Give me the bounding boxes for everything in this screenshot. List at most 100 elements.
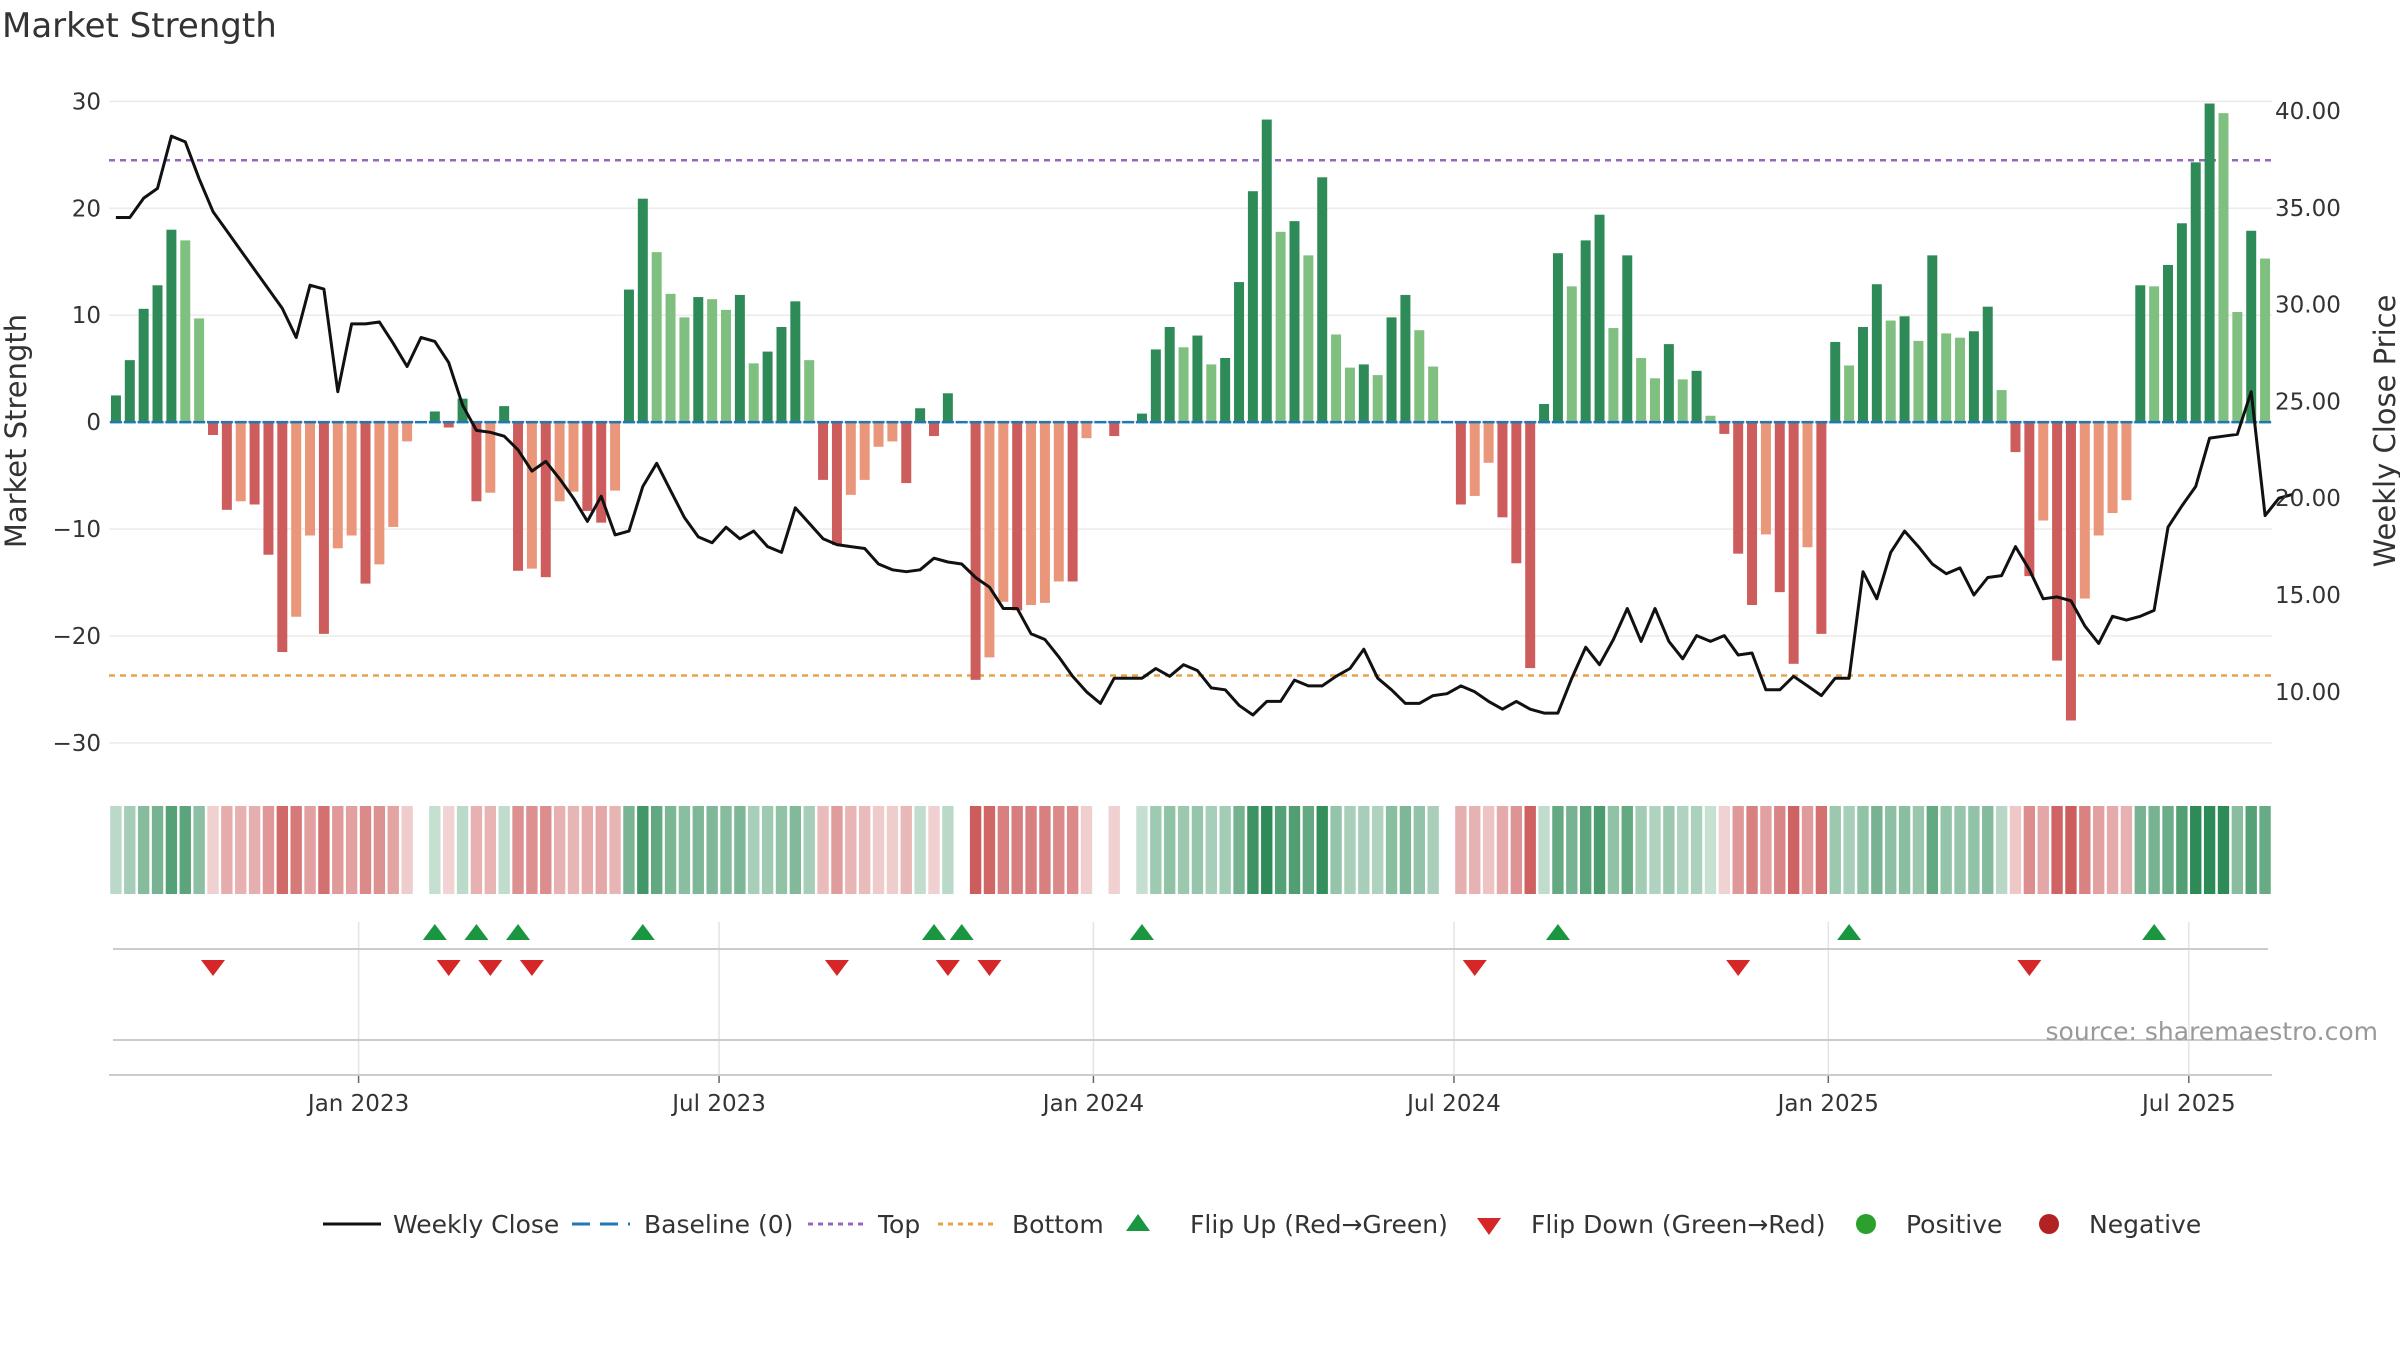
heat-cell [1774,806,1786,894]
strength-bar [1608,328,1619,423]
strength-bar [679,317,690,423]
strength-bar [221,422,232,510]
heat-cell [1219,806,1231,894]
strength-bar [374,422,385,565]
heat-cell [1274,806,1287,894]
strength-bar [1968,331,1979,423]
strength-bar [1955,337,1966,423]
strength-bar [1150,349,1161,423]
strength-bar [859,422,870,480]
heat-cell [373,806,386,894]
heat-cell [1815,806,1828,894]
strength-bar [1220,358,1231,423]
y-left-tick-label: −30 [52,731,101,757]
strength-bar [721,309,732,423]
legend-positive-icon [1856,1214,1876,1234]
legend-positive: Positive [1906,1210,2002,1239]
heat-cell [1025,806,1037,894]
strength-bar [1331,334,1342,423]
heat-cell [1385,806,1398,894]
strength-bar [693,297,704,423]
heat-cell [359,806,372,894]
y-left-tick-label: −20 [52,624,101,650]
strength-bar [1774,422,1785,593]
heat-cell [1801,806,1814,894]
strength-bar [1289,221,1300,423]
strength-bar [873,422,884,447]
strength-bar [1303,255,1314,423]
legend-flip-up: Flip Up (Red→Green) [1190,1210,1448,1239]
strength-bar [1511,422,1522,564]
strength-bar [2093,422,2104,536]
heat-cell [2245,806,2257,894]
heat-cell [1150,806,1162,894]
strength-bar [1386,317,1397,423]
heat-cell [1746,806,1758,894]
strength-bar [207,422,218,435]
strength-bar [2107,422,2118,514]
heat-cell [1677,806,1689,894]
heat-cell [1413,806,1425,894]
heat-cell [1704,806,1717,894]
strength-bar [1996,390,2007,423]
heat-cell [1177,806,1190,894]
strength-bar [2232,312,2243,423]
x-tick-label: Jan 2023 [306,1091,409,1117]
legend: Weekly Close Baseline (0) Top Bottom Fli… [323,1210,2201,1239]
strength-bar [499,406,510,423]
heat-cell [2176,806,2188,894]
strength-bar [915,408,926,423]
heat-cell [2023,806,2036,894]
strength-bar [845,422,856,495]
strength-bar [1871,284,1882,423]
heat-cell [1538,806,1550,894]
heat-cell [761,806,774,894]
heat-cell [1399,806,1412,894]
strength-bar [762,351,773,423]
heat-cell [1635,806,1647,894]
heat-cell [1787,806,1800,894]
strength-bars [110,103,2271,721]
strength-bar [471,422,482,502]
strength-bar [790,301,801,423]
heat-cell [1164,806,1176,894]
heat-cell [623,806,635,894]
heat-cell [1039,806,1051,894]
heat-cell [928,806,940,894]
strength-bar [970,422,981,680]
strength-bar [2038,422,2049,521]
strength-bar [1649,378,1660,423]
strength-bar [1234,282,1245,423]
heat-cell [1926,806,1938,894]
heat-cell [235,806,247,894]
heat-cell [692,806,704,894]
heat-cell [706,806,718,894]
strength-bar [1622,255,1633,423]
flip-down-marker [436,960,461,976]
heat-cell [1982,806,1994,894]
strength-bar [249,422,260,505]
gridlines [109,100,2272,1075]
heat-cell [1718,806,1731,894]
heat-cell [1566,806,1578,894]
strength-bar [1552,253,1563,423]
heat-cell [1843,806,1855,894]
strength-bar [1261,119,1272,423]
strength-bar [2260,258,2271,423]
strength-bar [1525,422,1536,669]
strength-bar [388,422,399,527]
strength-bar [1053,422,1064,582]
strength-bar [1747,422,1758,605]
strength-bar [2065,422,2076,721]
strength-bar [1566,286,1577,423]
heat-cell [401,806,413,894]
legend-negative-icon [2039,1214,2059,1234]
heat-cell [1940,806,1952,894]
heat-cell [1344,806,1356,894]
strength-bar [291,422,302,617]
strength-bar [540,422,551,578]
strength-bar [928,422,939,437]
strength-bar [346,422,357,536]
heat-cell [900,806,912,894]
strength-bar [887,422,898,442]
